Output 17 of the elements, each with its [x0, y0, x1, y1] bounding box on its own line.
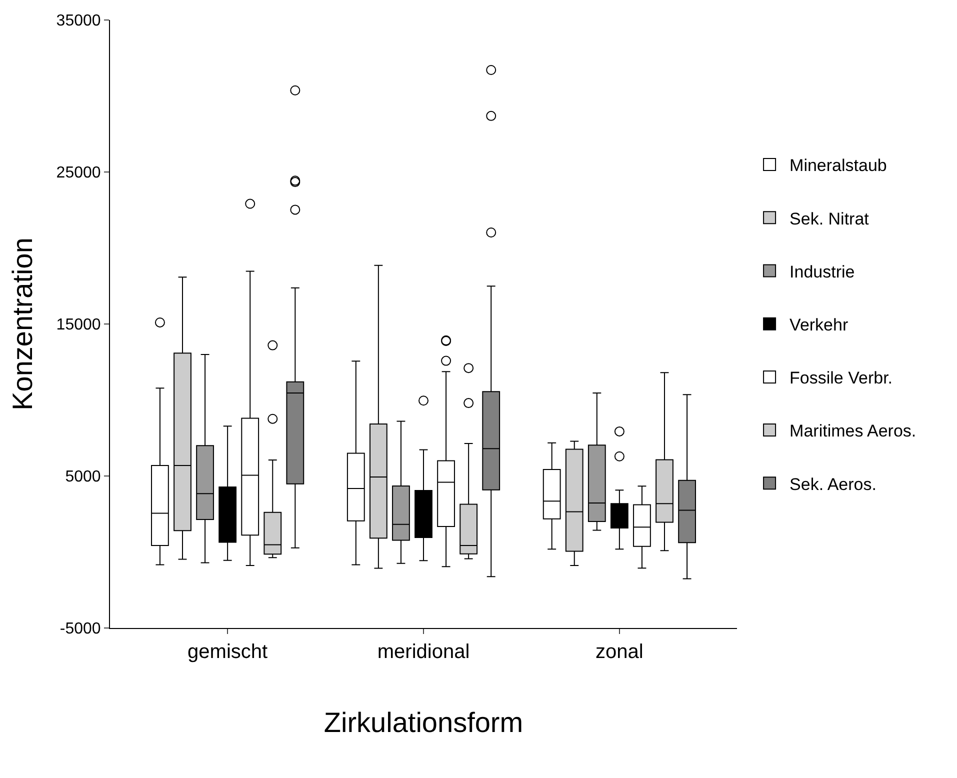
x-tick-label: zonal	[596, 641, 644, 663]
x-tick-label: meridional	[377, 641, 470, 663]
y-tick-label: -5000	[60, 620, 101, 638]
legend-label: Maritimes Aeros.	[790, 422, 916, 441]
legend-label: Sek. Aeros.	[790, 474, 876, 494]
legend-label: Verkehr	[790, 315, 848, 334]
x-tick-label: gemischt	[188, 641, 268, 663]
legend-label: Fossile Verbr.	[790, 368, 893, 388]
y-tick-label: 5000	[65, 468, 101, 486]
y-tick-label: 35000	[56, 12, 101, 30]
legend-label: Mineralstaub	[790, 156, 887, 176]
legend-label: Industrie	[790, 262, 855, 282]
legend-label: Sek. Nitrat	[790, 209, 870, 228]
y-tick-label: 25000	[56, 164, 101, 182]
x-axis-title: Zirkulationsform	[324, 707, 524, 738]
y-axis-title: Konzentration	[7, 238, 38, 410]
y-tick-label: 15000	[56, 316, 101, 334]
